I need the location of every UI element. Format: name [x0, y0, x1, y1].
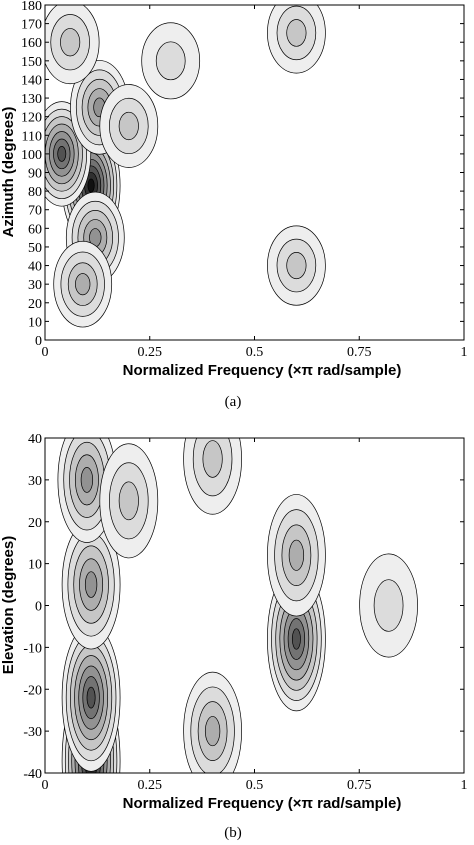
contour-band: [118, 481, 139, 521]
y-tick-label: 10: [28, 558, 42, 573]
contour-band: [86, 686, 96, 709]
x-axis-label: Normalized Frequency (×π rad/sample): [123, 362, 402, 379]
y-tick-label: -40: [23, 767, 42, 782]
y-axis-label: Azimuth (degrees): [0, 107, 17, 238]
panel-caption: (a): [225, 394, 242, 410]
azimuth-contour-plot: 0 0.25 0.5 0.75 1 01020304050607080901001101…: [0, 0, 468, 410]
elevation-contour-plot: 0 0.25 0.5 0.75 1 -40 -30 -20 -10 0 10 20 30 40 Norm…: [0, 432, 468, 841]
contour-band: [286, 19, 307, 47]
y-tick-label: 170: [21, 18, 42, 33]
y-tick-label: 10: [28, 315, 42, 330]
y-tick-label: 0: [35, 334, 42, 349]
contour-band: [202, 440, 223, 478]
x-axis-label: Normalized Frequency (×π rad/sample): [123, 795, 402, 812]
y-axis-label: Elevation (degrees): [0, 536, 17, 674]
x-axis-ticks: 0 0.25 0.5 0.75 1: [42, 5, 468, 360]
x-tick-label: 0.5: [246, 778, 264, 793]
panel-caption: (b): [224, 825, 242, 841]
y-axis-ticks: -40 -30 -20 -10 0 10 20 30 40: [23, 432, 464, 782]
contour-band: [60, 28, 81, 57]
y-tick-label: 0: [35, 600, 42, 615]
contour-band: [87, 178, 95, 193]
y-tick-label: 50: [28, 241, 42, 256]
x-tick-label: 0.5: [246, 345, 264, 360]
y-tick-label: 40: [28, 260, 42, 275]
y-tick-label: 20: [28, 516, 42, 531]
y-tick-label: -20: [23, 683, 42, 698]
contour-band: [373, 579, 404, 632]
x-axis-ticks: 0 0.25 0.5 0.75 1: [42, 438, 468, 793]
y-tick-label: 130: [21, 92, 42, 107]
x-tick-label: 0.75: [347, 345, 372, 360]
y-tick-label: 40: [28, 432, 42, 447]
contour-band: [288, 539, 305, 571]
contour-band: [75, 273, 91, 296]
contour-band: [118, 111, 139, 141]
x-tick-label: 1: [461, 345, 468, 360]
x-tick-label: 1: [461, 778, 468, 793]
y-tick-label: 110: [22, 129, 42, 144]
y-tick-label: 160: [21, 36, 42, 51]
elevation-contour-field: [45, 438, 464, 773]
y-axis-ticks: 0 10 20 30 40 50 60 70 80 90 100 110 120 130 140 150 160…: [21, 0, 464, 349]
y-tick-label: 60: [28, 222, 42, 237]
contour-band: [286, 252, 307, 280]
contour-band: [155, 41, 186, 81]
contour-band: [204, 716, 221, 747]
y-tick-label: -30: [23, 725, 42, 740]
x-tick-label: 0.25: [138, 778, 163, 793]
contour-band: [291, 628, 301, 650]
y-tick-label: 120: [21, 111, 42, 126]
y-tick-label: 80: [28, 185, 42, 200]
y-tick-label: 180: [21, 0, 42, 14]
y-tick-label: 20: [28, 297, 42, 312]
x-tick-label: 0.75: [347, 778, 372, 793]
x-tick-label: 0: [42, 345, 49, 360]
y-tick-label: 30: [28, 278, 42, 293]
x-tick-label: 0: [42, 778, 49, 793]
contour-band: [84, 571, 98, 598]
x-tick-label: 0.25: [138, 345, 163, 360]
y-tick-label: -10: [23, 641, 42, 656]
y-tick-label: 30: [28, 474, 42, 489]
y-tick-label: 90: [28, 167, 42, 182]
contour-band: [80, 467, 94, 493]
y-tick-label: 150: [21, 55, 42, 70]
y-tick-label: 140: [21, 73, 42, 88]
contour-band: [57, 146, 67, 162]
y-tick-label: 70: [28, 204, 42, 219]
azimuth-contour-field: [45, 5, 464, 340]
y-tick-label: 100: [21, 148, 42, 163]
